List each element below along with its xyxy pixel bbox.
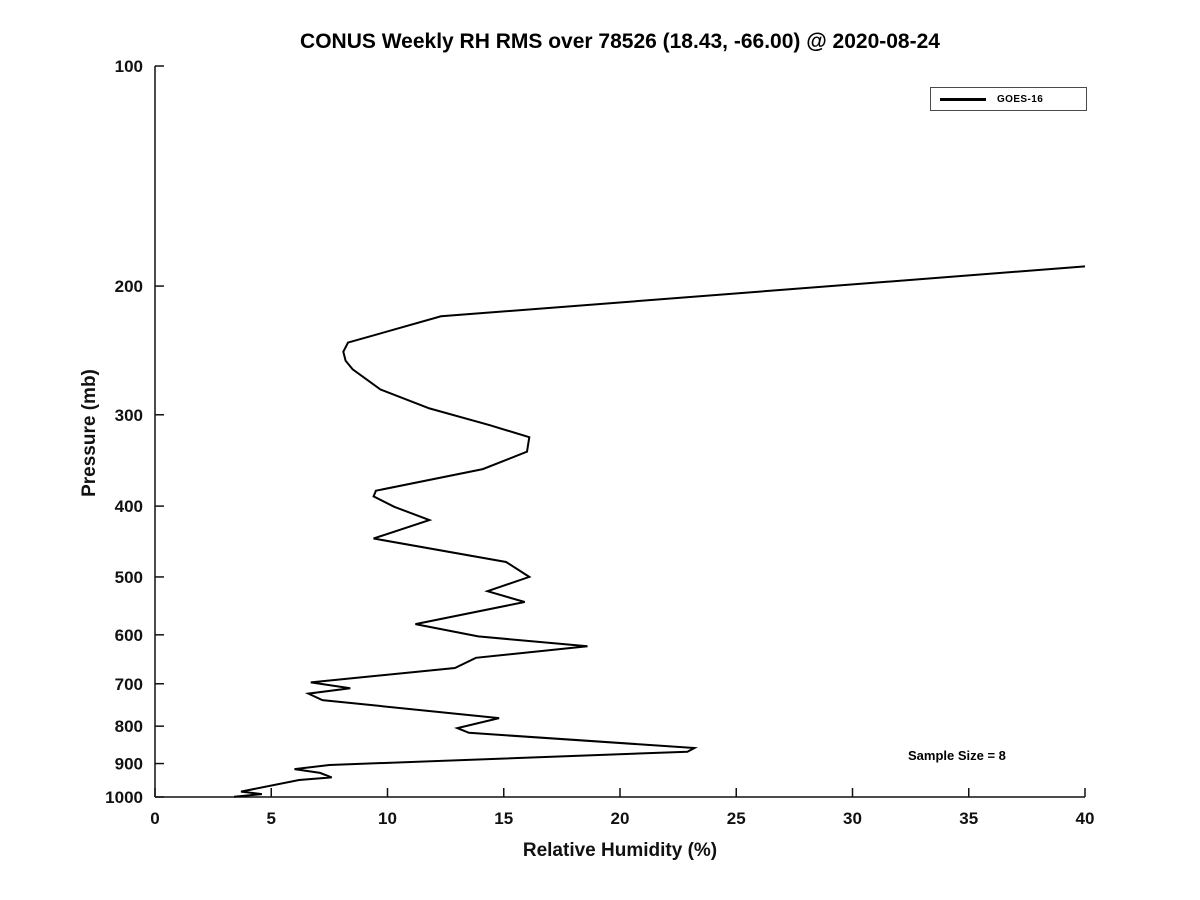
y-tick-label: 100 <box>115 57 143 76</box>
x-tick-label: 20 <box>611 809 630 828</box>
y-tick-label: 700 <box>115 675 143 694</box>
x-tick-label: 35 <box>959 809 978 828</box>
y-tick-label: 300 <box>115 406 143 425</box>
y-tick-label: 1000 <box>105 788 143 807</box>
y-tick-label: 500 <box>115 568 143 587</box>
x-tick-label: 5 <box>267 809 276 828</box>
y-tick-label: 200 <box>115 277 143 296</box>
x-tick-label: 30 <box>843 809 862 828</box>
x-tick-label: 15 <box>494 809 513 828</box>
y-tick-label: 900 <box>115 755 143 774</box>
legend: GOES-16 <box>930 87 1087 111</box>
y-tick-label: 600 <box>115 626 143 645</box>
sample-size-annotation: Sample Size = 8 <box>908 748 1006 763</box>
x-tick-label: 10 <box>378 809 397 828</box>
x-axis-label: Relative Humidity (%) <box>522 840 718 861</box>
x-tick-label: 40 <box>1076 809 1095 828</box>
y-axis-label: Pressure (mb) <box>79 369 100 497</box>
y-tick-label: 800 <box>115 717 143 736</box>
x-tick-label: 25 <box>727 809 746 828</box>
series-line-goes-16 <box>234 265 1086 798</box>
legend-series-label: GOES-16 <box>997 93 1044 105</box>
legend-line-sample <box>940 97 986 101</box>
y-tick-label: 400 <box>115 497 143 516</box>
x-tick-label: 0 <box>150 809 159 828</box>
chart-title: CONUS Weekly RH RMS over 78526 (18.43, -… <box>300 30 940 53</box>
